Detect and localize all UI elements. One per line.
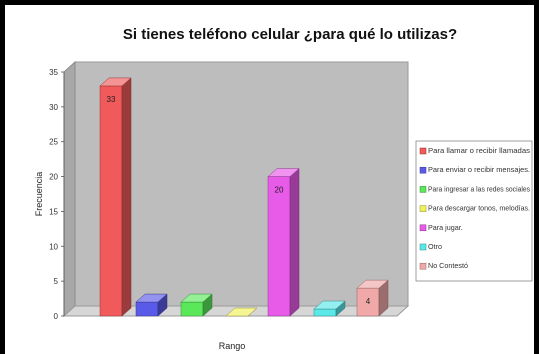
bar-side — [121, 77, 132, 317]
plot-left-wall — [63, 60, 76, 318]
bar-6 — [313, 300, 346, 317]
bar-front — [99, 85, 123, 317]
legend-label: Para llamar o recibir llamadas — [428, 146, 530, 155]
legend-label: Para jugar. — [428, 223, 463, 232]
legend-item: Para llamar o recibir llamadas — [419, 146, 530, 155]
x-axis-label: Rango — [219, 341, 246, 351]
bar-front — [135, 301, 159, 317]
legend-item: No Contestó — [419, 261, 468, 270]
y-tick-label: 30 — [49, 103, 58, 112]
legend-item: Para enviar o recibir mensajes. — [419, 165, 530, 174]
bar-front — [267, 176, 291, 317]
legend-swatch — [419, 224, 427, 232]
y-tick-label: 20 — [49, 173, 58, 182]
bar-front — [180, 301, 204, 317]
y-axis-label: Frecuencia — [34, 172, 44, 217]
legend: Para llamar o recibir llamadas Para envia… — [415, 140, 533, 282]
legend-box — [415, 140, 533, 282]
legend-label: Para enviar o recibir mensajes. — [428, 165, 530, 174]
legend-label: Para ingresar a las redes sociales — [428, 184, 530, 193]
bar-data-label: 4 — [366, 297, 371, 306]
bar-top — [225, 307, 258, 317]
bar-top — [356, 279, 389, 289]
bar-data-label: 20 — [275, 186, 284, 195]
bar-side — [289, 168, 300, 317]
legend-swatch — [419, 243, 427, 251]
legend-swatch — [419, 186, 427, 193]
bar-top — [180, 293, 213, 303]
legend-swatch — [419, 262, 427, 270]
legend-item: Para jugar. — [419, 223, 463, 232]
bar-top — [313, 300, 346, 310]
bar-1 — [99, 77, 132, 317]
bar-7 — [356, 279, 389, 317]
legend-swatch — [419, 147, 427, 155]
y-tick-label: 0 — [54, 312, 59, 321]
y-axis: 0 5 10 15 20 25 30 35 — [49, 68, 65, 321]
legend-swatch — [419, 205, 427, 212]
bar-data-label: 33 — [107, 95, 116, 104]
bar-3 — [180, 293, 213, 317]
legend-swatch — [419, 166, 427, 174]
legend-item: Para ingresar a las redes sociales — [419, 184, 530, 193]
frame-left-border — [0, 0, 5, 354]
legend-item: Otro — [419, 242, 442, 251]
chart-title: Si tienes teléfono celular ¿para qué lo … — [123, 26, 457, 43]
y-tick-label: 10 — [49, 242, 58, 251]
frame-top-border — [0, 0, 539, 5]
bar-top — [99, 77, 132, 87]
legend-item: Para descargar tonos, melodías. — [419, 204, 530, 213]
legend-label: No Contestó — [428, 261, 468, 270]
bar-top — [267, 168, 300, 177]
y-tick-label: 15 — [49, 207, 58, 216]
y-tick-label: 5 — [54, 277, 59, 286]
bar-5 — [267, 168, 300, 317]
bar-2 — [135, 293, 168, 317]
legend-label: Otro — [428, 242, 442, 251]
bar-4 — [225, 307, 258, 317]
y-tick-label: 25 — [49, 138, 58, 147]
bar-front — [313, 308, 337, 317]
bar-top — [135, 293, 168, 303]
data-labels-group: 33 20 4 — [107, 95, 371, 306]
bars-group — [99, 77, 389, 317]
legend-label: Para descargar tonos, melodías. — [428, 204, 530, 213]
frame-right-border — [534, 0, 539, 354]
y-tick-label: 35 — [49, 68, 58, 77]
